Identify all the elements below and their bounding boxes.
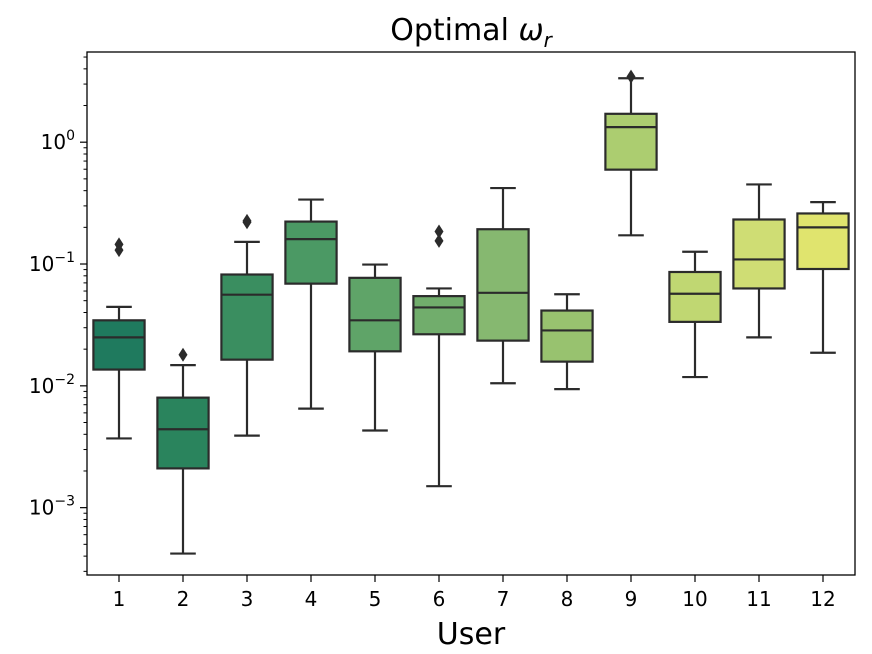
box-user-1: [93, 237, 144, 438]
iqr-box: [349, 278, 400, 351]
x-tick-label: 8: [561, 587, 574, 611]
x-tick-label: 7: [497, 587, 510, 611]
iqr-box: [733, 219, 784, 288]
outlier-point: [627, 70, 636, 84]
box-user-3: [221, 214, 272, 436]
x-tick-label: 2: [177, 587, 190, 611]
iqr-box: [605, 114, 656, 170]
box-user-10: [669, 252, 720, 377]
iqr-box: [541, 311, 592, 362]
iqr-box: [157, 398, 208, 469]
chart-canvas: Optimal ωr 10−310−210−11001 2 3 4 5 6 7 8 9 10 11 1…: [0, 0, 872, 654]
chart-title: Optimal ωr: [390, 13, 553, 52]
box-user-2: [157, 348, 208, 554]
box-user-6: [413, 224, 464, 486]
x-tick-label: 6: [433, 587, 446, 611]
box-user-8: [541, 294, 592, 389]
outlier-point: [435, 224, 444, 238]
box-user-9: [605, 70, 656, 236]
outlier-point: [243, 214, 252, 228]
x-tick-label: 4: [305, 587, 318, 611]
x-tick-label: 12: [810, 587, 835, 611]
box-user-12: [797, 202, 848, 353]
y-tick-label: 10−3: [29, 494, 75, 520]
y-tick-label: 100: [41, 128, 75, 154]
iqr-box: [221, 275, 272, 360]
box-user-7: [477, 188, 528, 383]
box-user-5: [349, 265, 400, 431]
box-user-11: [733, 184, 784, 337]
iqr-box: [797, 213, 848, 269]
iqr-box: [669, 272, 720, 322]
iqr-box: [413, 296, 464, 334]
x-tick-label: 1: [113, 587, 126, 611]
x-tick-label: 3: [241, 587, 254, 611]
x-tick-label: 5: [369, 587, 382, 611]
iqr-box: [93, 320, 144, 369]
y-tick-label: 10−2: [29, 372, 75, 398]
iqr-box: [285, 222, 336, 284]
x-tick-label: 9: [625, 587, 638, 611]
y-tick-label: 10−1: [29, 250, 75, 276]
x-axis-label: User: [437, 617, 506, 652]
iqr-box: [477, 229, 528, 340]
box-user-4: [285, 200, 336, 409]
x-tick-label: 10: [682, 587, 707, 611]
x-tick-label: 11: [746, 587, 771, 611]
outlier-point: [179, 348, 188, 362]
axes-frame: [87, 52, 855, 575]
